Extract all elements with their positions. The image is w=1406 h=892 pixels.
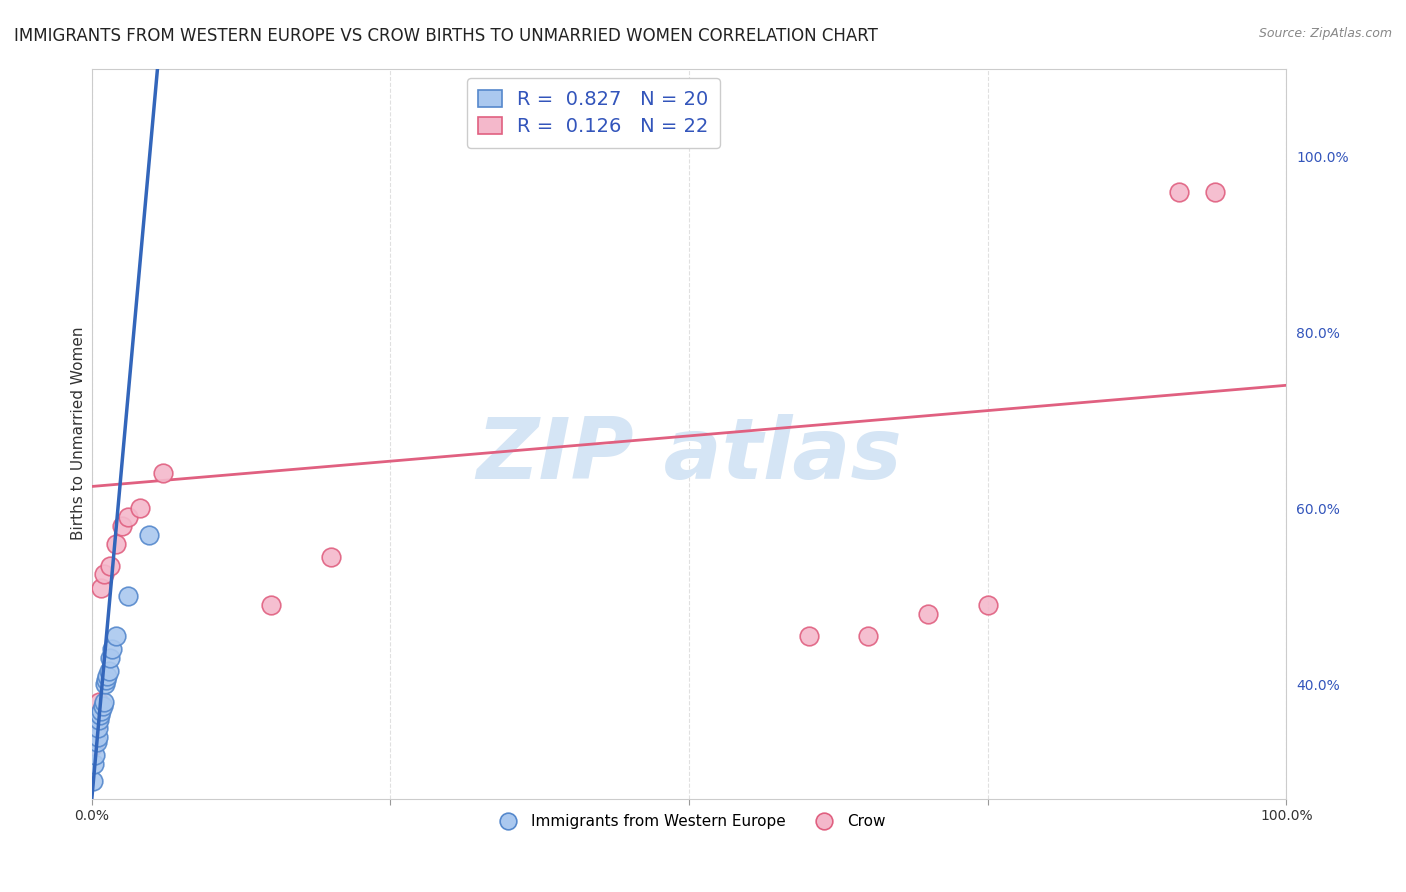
Point [97,665,120,679]
Point [86,717,108,731]
Point [91,699,114,714]
Point [93,567,115,582]
Point [84,722,107,736]
Y-axis label: Births to Unmarried Women: Births to Unmarried Women [72,327,86,541]
Point [1204,185,1226,199]
Point [152,467,174,481]
Point [917,607,939,621]
Point [104,629,127,643]
Point [858,629,880,643]
Point [87,730,110,744]
Point [83,730,105,744]
Point [87,713,110,727]
Text: Source: ZipAtlas.com: Source: ZipAtlas.com [1258,27,1392,40]
Point [111,519,134,533]
Point [117,590,139,604]
Point [87,695,110,709]
Point [93,695,115,709]
Point [90,704,112,718]
Point [86,734,108,748]
Point [87,713,110,727]
Point [98,558,121,573]
Point [797,629,820,643]
Point [87,722,110,736]
Point [319,549,342,564]
Point [90,581,112,595]
Point [94,677,117,691]
Point [117,510,139,524]
Point [128,501,150,516]
Text: ZIP atlas: ZIP atlas [477,414,903,497]
Point [104,536,127,550]
Point [82,739,104,753]
Point [260,599,283,613]
Point [89,708,111,723]
Legend: Immigrants from Western Europe, Crow: Immigrants from Western Europe, Crow [486,808,891,835]
Point [83,756,105,771]
Point [94,673,117,687]
Point [82,774,104,789]
Point [101,642,124,657]
Point [84,747,107,762]
Point [98,651,121,665]
Point [138,528,160,542]
Point [977,599,1000,613]
Point [1168,185,1191,199]
Point [96,668,118,682]
Text: IMMIGRANTS FROM WESTERN EUROPE VS CROW BIRTHS TO UNMARRIED WOMEN CORRELATION CHA: IMMIGRANTS FROM WESTERN EUROPE VS CROW B… [14,27,877,45]
